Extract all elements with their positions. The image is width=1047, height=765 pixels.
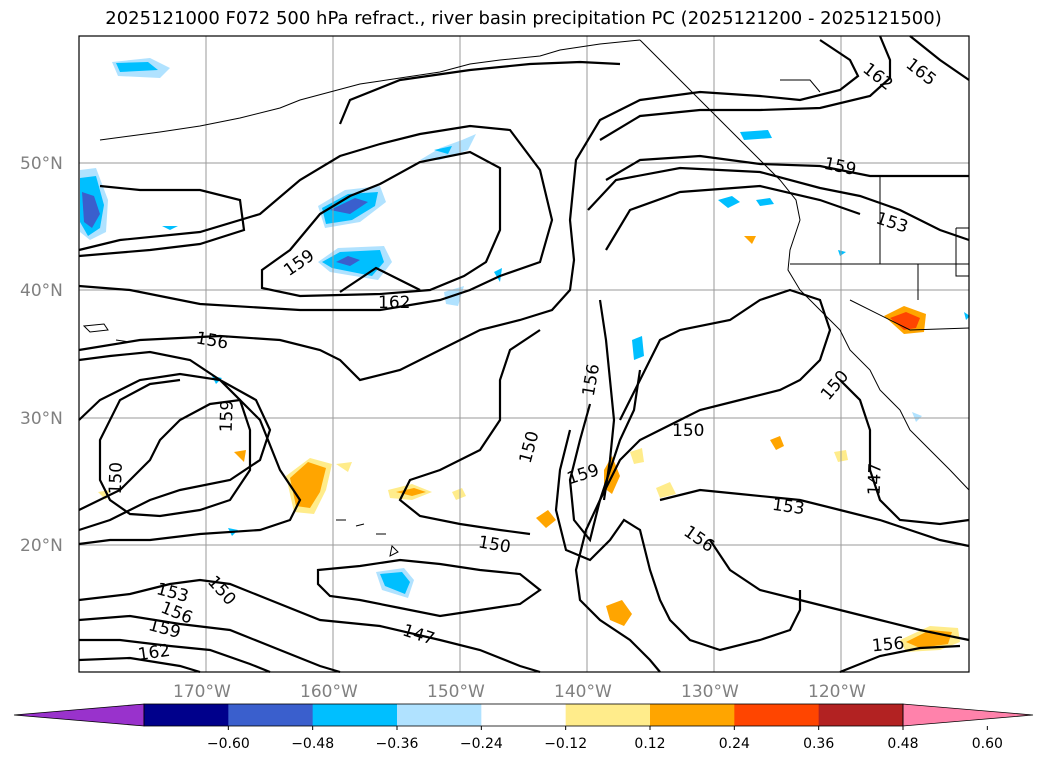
colorbar-tick-label: −0.48 — [291, 736, 334, 752]
lon-label: 170°W — [173, 682, 231, 702]
contour-label: 150 — [106, 462, 127, 495]
map-frame — [78, 35, 970, 673]
colorbar-tick-label: −0.24 — [460, 736, 503, 752]
colorbar-tick-label: 0.60 — [972, 736, 1003, 752]
contour-label: 159 — [217, 400, 238, 433]
colorbar-segment — [312, 704, 398, 726]
lat-label: 30°N — [20, 409, 63, 429]
contour-label: 156 — [871, 634, 905, 657]
colorbar-tick-label: −0.36 — [376, 736, 419, 752]
contour-label: 150 — [672, 421, 704, 441]
contour-label: 156 — [194, 328, 229, 353]
contour-label: 159 — [280, 246, 318, 281]
colorbar-tick-label: 0.24 — [719, 736, 750, 752]
colorbar-extend-high — [902, 703, 1034, 727]
colorbar-segment — [650, 704, 735, 726]
contour-label: 162 — [378, 293, 410, 313]
colorbar-segment — [397, 704, 482, 726]
lon-label: 120°W — [808, 682, 866, 702]
colorbar-tick-label: 0.12 — [634, 736, 665, 752]
colorbar-tick-label: −0.12 — [544, 736, 587, 752]
contour-label: 156 — [680, 522, 718, 557]
lon-label: 140°W — [554, 682, 612, 702]
colorbar-segment — [144, 704, 229, 726]
lon-label: 130°W — [681, 682, 739, 702]
contour-label: 156 — [579, 362, 604, 397]
lon-label: 150°W — [427, 682, 485, 702]
precip-shading — [80, 58, 970, 652]
colorbar-outline — [143, 703, 904, 727]
contour-label: 150 — [817, 367, 853, 405]
contour-label: 147 — [400, 621, 437, 650]
colorbar-segment — [565, 704, 651, 726]
refractivity-contours — [78, 35, 970, 674]
colorbar-segment — [481, 704, 567, 726]
colorbar-segment — [818, 704, 904, 726]
contour-label: 147 — [865, 463, 886, 496]
lat-label: 20°N — [20, 536, 63, 556]
lon-label: 160°W — [300, 682, 358, 702]
colorbar-tick-label: 0.48 — [887, 736, 918, 752]
coastlines — [82, 39, 970, 557]
colorbar-segment — [734, 704, 820, 726]
colorbar-tick-label: −0.60 — [207, 736, 250, 752]
contour-label: 165 — [902, 54, 940, 90]
contour-label: 159 — [822, 154, 858, 180]
contour-label: 162 — [137, 641, 172, 665]
colorbar-segment — [228, 704, 314, 726]
colorbar-extend-low — [13, 703, 145, 727]
longitude-labels: 170°W 160°W 150°W 140°W 130°W 120°W — [173, 682, 866, 702]
contour-label: 159 — [565, 460, 602, 489]
contour-label: 150 — [516, 429, 544, 466]
contour-label: 150 — [203, 572, 240, 609]
contour-label: 150 — [477, 532, 512, 557]
colorbar-tick-label: 0.36 — [803, 736, 834, 752]
colorbar: −0.60 −0.48 −0.36 −0.24 −0.12 0.12 0.24 0.36 0.4… — [13, 703, 1034, 752]
lat-label: 40°N — [20, 281, 63, 301]
latitude-labels: 50°N 40°N 30°N 20°N — [20, 154, 63, 556]
contour-label: 153 — [771, 495, 806, 519]
map-title: 2025121000 F072 500 hPa refract., river … — [105, 8, 942, 29]
lat-label: 50°N — [20, 154, 63, 174]
